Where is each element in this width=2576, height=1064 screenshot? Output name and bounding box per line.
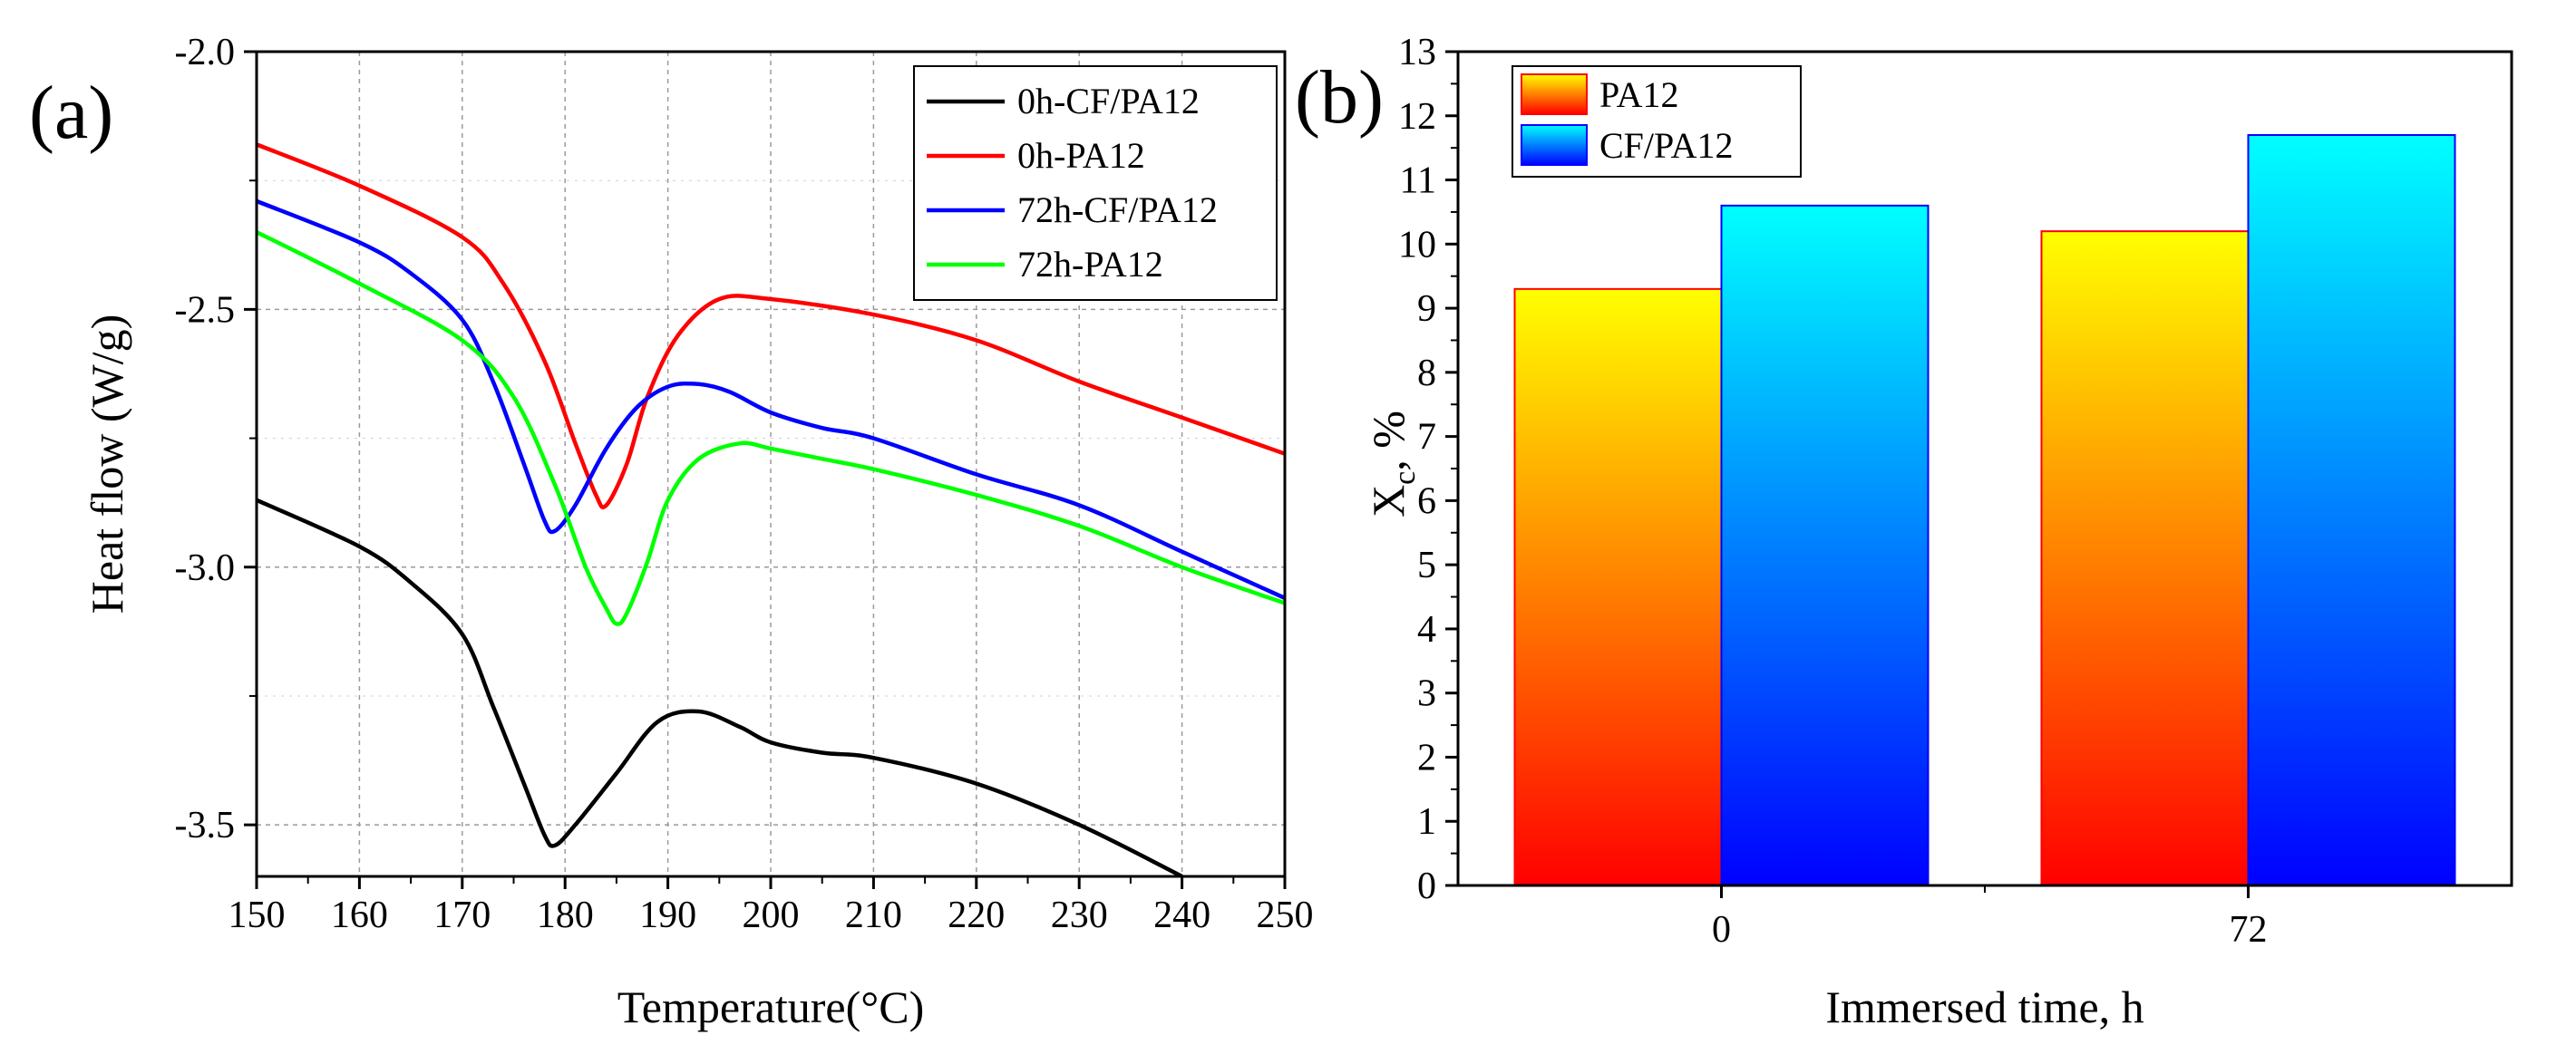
bar-CF/PA12-0 xyxy=(1720,204,1930,887)
panel-b-y-axis-label-sub: c xyxy=(1388,471,1422,485)
panel-a-y-axis-label: Heat flow (W/g) xyxy=(82,314,132,614)
legend-swatch xyxy=(1521,124,1588,166)
panel-b-label: (b) xyxy=(1295,55,1384,140)
y-tick-label: 6 xyxy=(1417,480,1436,522)
panel-b-y-axis-label: Xc, % xyxy=(1363,411,1422,517)
panel-a-legend-entries: 0h-CF/PA12 0h-PA12 72h-CF/PA12 72h-PA12 xyxy=(927,81,1218,285)
legend-label: CF/PA12 xyxy=(1599,125,1734,166)
y-tick-label: 0 xyxy=(1417,866,1436,907)
panel-a-legend-box xyxy=(913,65,1278,301)
legend-label: 72h-PA12 xyxy=(1017,244,1163,285)
panel-b-legend-entries: PA12 CF/PA12 xyxy=(1521,73,1734,166)
panel-a-x-axis-label: Temperature(°C) xyxy=(617,982,925,1032)
panel-a-y-ticks: -2.0 -2.5 -3.0 -3.5 xyxy=(175,32,257,846)
y-tick-label: 12 xyxy=(1398,96,1436,138)
y-tick-label: 11 xyxy=(1400,160,1436,202)
y-tick-label: -2.5 xyxy=(175,289,236,331)
y-tick-label: 3 xyxy=(1417,673,1436,715)
x-tick-label: 240 xyxy=(1153,895,1210,936)
panel-b-y-axis-label-main: X xyxy=(1363,485,1414,517)
x-tick-label: 220 xyxy=(948,895,1005,936)
y-tick-label: 2 xyxy=(1417,737,1436,779)
y-tick-label: 9 xyxy=(1417,288,1436,330)
panel-a-legend: 0h-CF/PA12 0h-PA12 72h-CF/PA12 72h-PA12 xyxy=(913,65,1278,301)
x-tick-label: 230 xyxy=(1051,895,1108,936)
series-line-3 xyxy=(257,230,1285,626)
series-line-1 xyxy=(257,142,1285,509)
y-tick-label: -2.0 xyxy=(175,32,236,73)
x-tick-label: 200 xyxy=(743,895,800,936)
panel-a-label: (a) xyxy=(29,71,113,155)
y-tick-label: -3.0 xyxy=(175,547,236,589)
x-tick-label: 0 xyxy=(1712,909,1731,951)
y-tick-label: 1 xyxy=(1417,801,1436,843)
legend-label: 0h-CF/PA12 xyxy=(1017,81,1200,121)
y-tick-label: 13 xyxy=(1398,32,1436,73)
y-tick-label: 10 xyxy=(1398,224,1436,266)
bar-PA12-72 xyxy=(2040,230,2250,886)
series-line-2 xyxy=(257,198,1285,600)
x-tick-label: 190 xyxy=(639,895,696,936)
panel-a: (a) 150 160 170 180 190 200 210 220 230 240 250 -2… xyxy=(29,32,1314,1032)
y-tick-label: 7 xyxy=(1417,417,1436,459)
x-tick-label: 180 xyxy=(537,895,594,936)
series-line-0 xyxy=(257,498,1183,876)
legend-label: PA12 xyxy=(1599,74,1678,115)
panel-b-legend: PA12 CF/PA12 xyxy=(1512,65,1802,178)
panel-a-series xyxy=(257,142,1285,876)
legend-label: 72h-CF/PA12 xyxy=(1017,189,1218,230)
x-tick-label: 210 xyxy=(845,895,902,936)
panel-b-x-axis-label: Immersed time, h xyxy=(1825,982,2143,1032)
y-tick-label: -3.5 xyxy=(175,805,236,846)
x-tick-label: 160 xyxy=(331,895,388,936)
y-tick-label: 8 xyxy=(1417,353,1436,394)
panel-b-y-axis-label-suffix: , % xyxy=(1363,411,1414,471)
x-tick-label: 170 xyxy=(433,895,491,936)
legend-swatch xyxy=(1521,73,1588,115)
y-tick-label: 4 xyxy=(1417,609,1436,651)
bar-CF/PA12-72 xyxy=(2247,134,2456,886)
bar-PA12-0 xyxy=(1513,287,1723,887)
x-tick-label: 250 xyxy=(1257,895,1314,936)
y-tick-label: 5 xyxy=(1417,545,1436,586)
panel-b-bars xyxy=(1513,134,2456,887)
x-tick-label: 150 xyxy=(228,895,286,936)
panel-a-x-ticks: 150 160 170 180 190 200 210 220 230 240 250 xyxy=(228,876,1314,936)
panel-b-x-ticks: 0 72 xyxy=(1712,885,2268,951)
legend-label: 0h-PA12 xyxy=(1017,135,1145,176)
x-tick-label: 72 xyxy=(2230,909,2268,951)
